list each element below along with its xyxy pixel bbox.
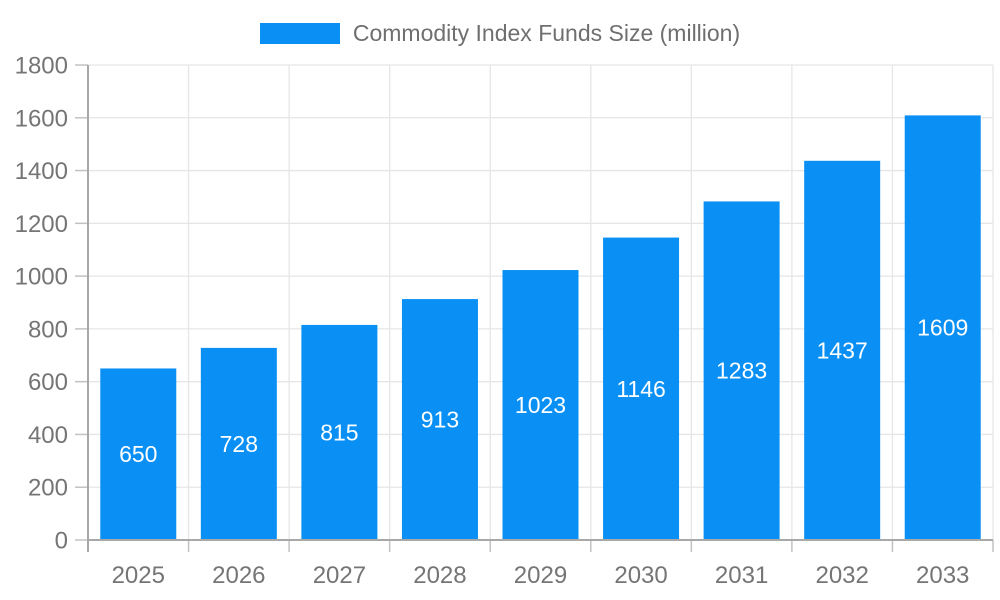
bar-2029[interactable] <box>502 270 579 540</box>
y-axis-label: 1800 <box>15 53 68 80</box>
x-axis-label: 2027 <box>313 562 366 589</box>
x-axis-label: 2032 <box>815 562 868 589</box>
x-axis-label: 2029 <box>514 562 567 589</box>
bar-2030[interactable] <box>603 237 680 541</box>
bar-2033[interactable] <box>904 115 981 541</box>
x-axis-label: 2028 <box>413 562 466 589</box>
bar-value-label: 1437 <box>817 337 868 363</box>
legend-label: Commodity Index Funds Size (million) <box>352 19 741 46</box>
legend-swatch <box>259 22 340 44</box>
bar-value-label: 1609 <box>917 315 968 341</box>
y-axis-label: 1400 <box>15 158 68 185</box>
bar-2025[interactable] <box>100 368 177 540</box>
bar-value-label: 913 <box>421 407 459 433</box>
bar-value-label: 1146 <box>616 376 665 402</box>
x-axis-label: 2025 <box>112 562 165 589</box>
bar-value-label: 728 <box>220 431 258 457</box>
bar-value-label: 1023 <box>515 392 566 418</box>
y-axis-label: 200 <box>28 475 68 502</box>
bar-2032[interactable] <box>804 160 881 540</box>
bar-2027[interactable] <box>301 324 378 540</box>
x-axis-label: 2031 <box>715 562 768 589</box>
y-axis-label: 400 <box>28 422 68 449</box>
bar-2028[interactable] <box>401 299 478 540</box>
legend-item[interactable]: Commodity Index Funds Size (million) <box>0 19 1000 46</box>
x-axis-label: 2026 <box>212 562 265 589</box>
bar-value-label: 815 <box>320 419 358 445</box>
y-axis-label: 1600 <box>15 105 68 132</box>
x-axis-label: 2033 <box>916 562 969 589</box>
y-axis-label: 800 <box>28 316 68 343</box>
x-axis-label: 2030 <box>614 562 667 589</box>
bar-2031[interactable] <box>703 201 780 541</box>
y-axis-label: 0 <box>55 528 68 555</box>
y-axis-label: 1000 <box>15 264 68 291</box>
bar-value-label: 650 <box>119 441 157 467</box>
bar-2026[interactable] <box>200 347 277 540</box>
y-axis-label: 600 <box>28 369 68 396</box>
y-axis-label: 1200 <box>15 211 68 238</box>
bar-value-label: 1283 <box>716 358 767 384</box>
